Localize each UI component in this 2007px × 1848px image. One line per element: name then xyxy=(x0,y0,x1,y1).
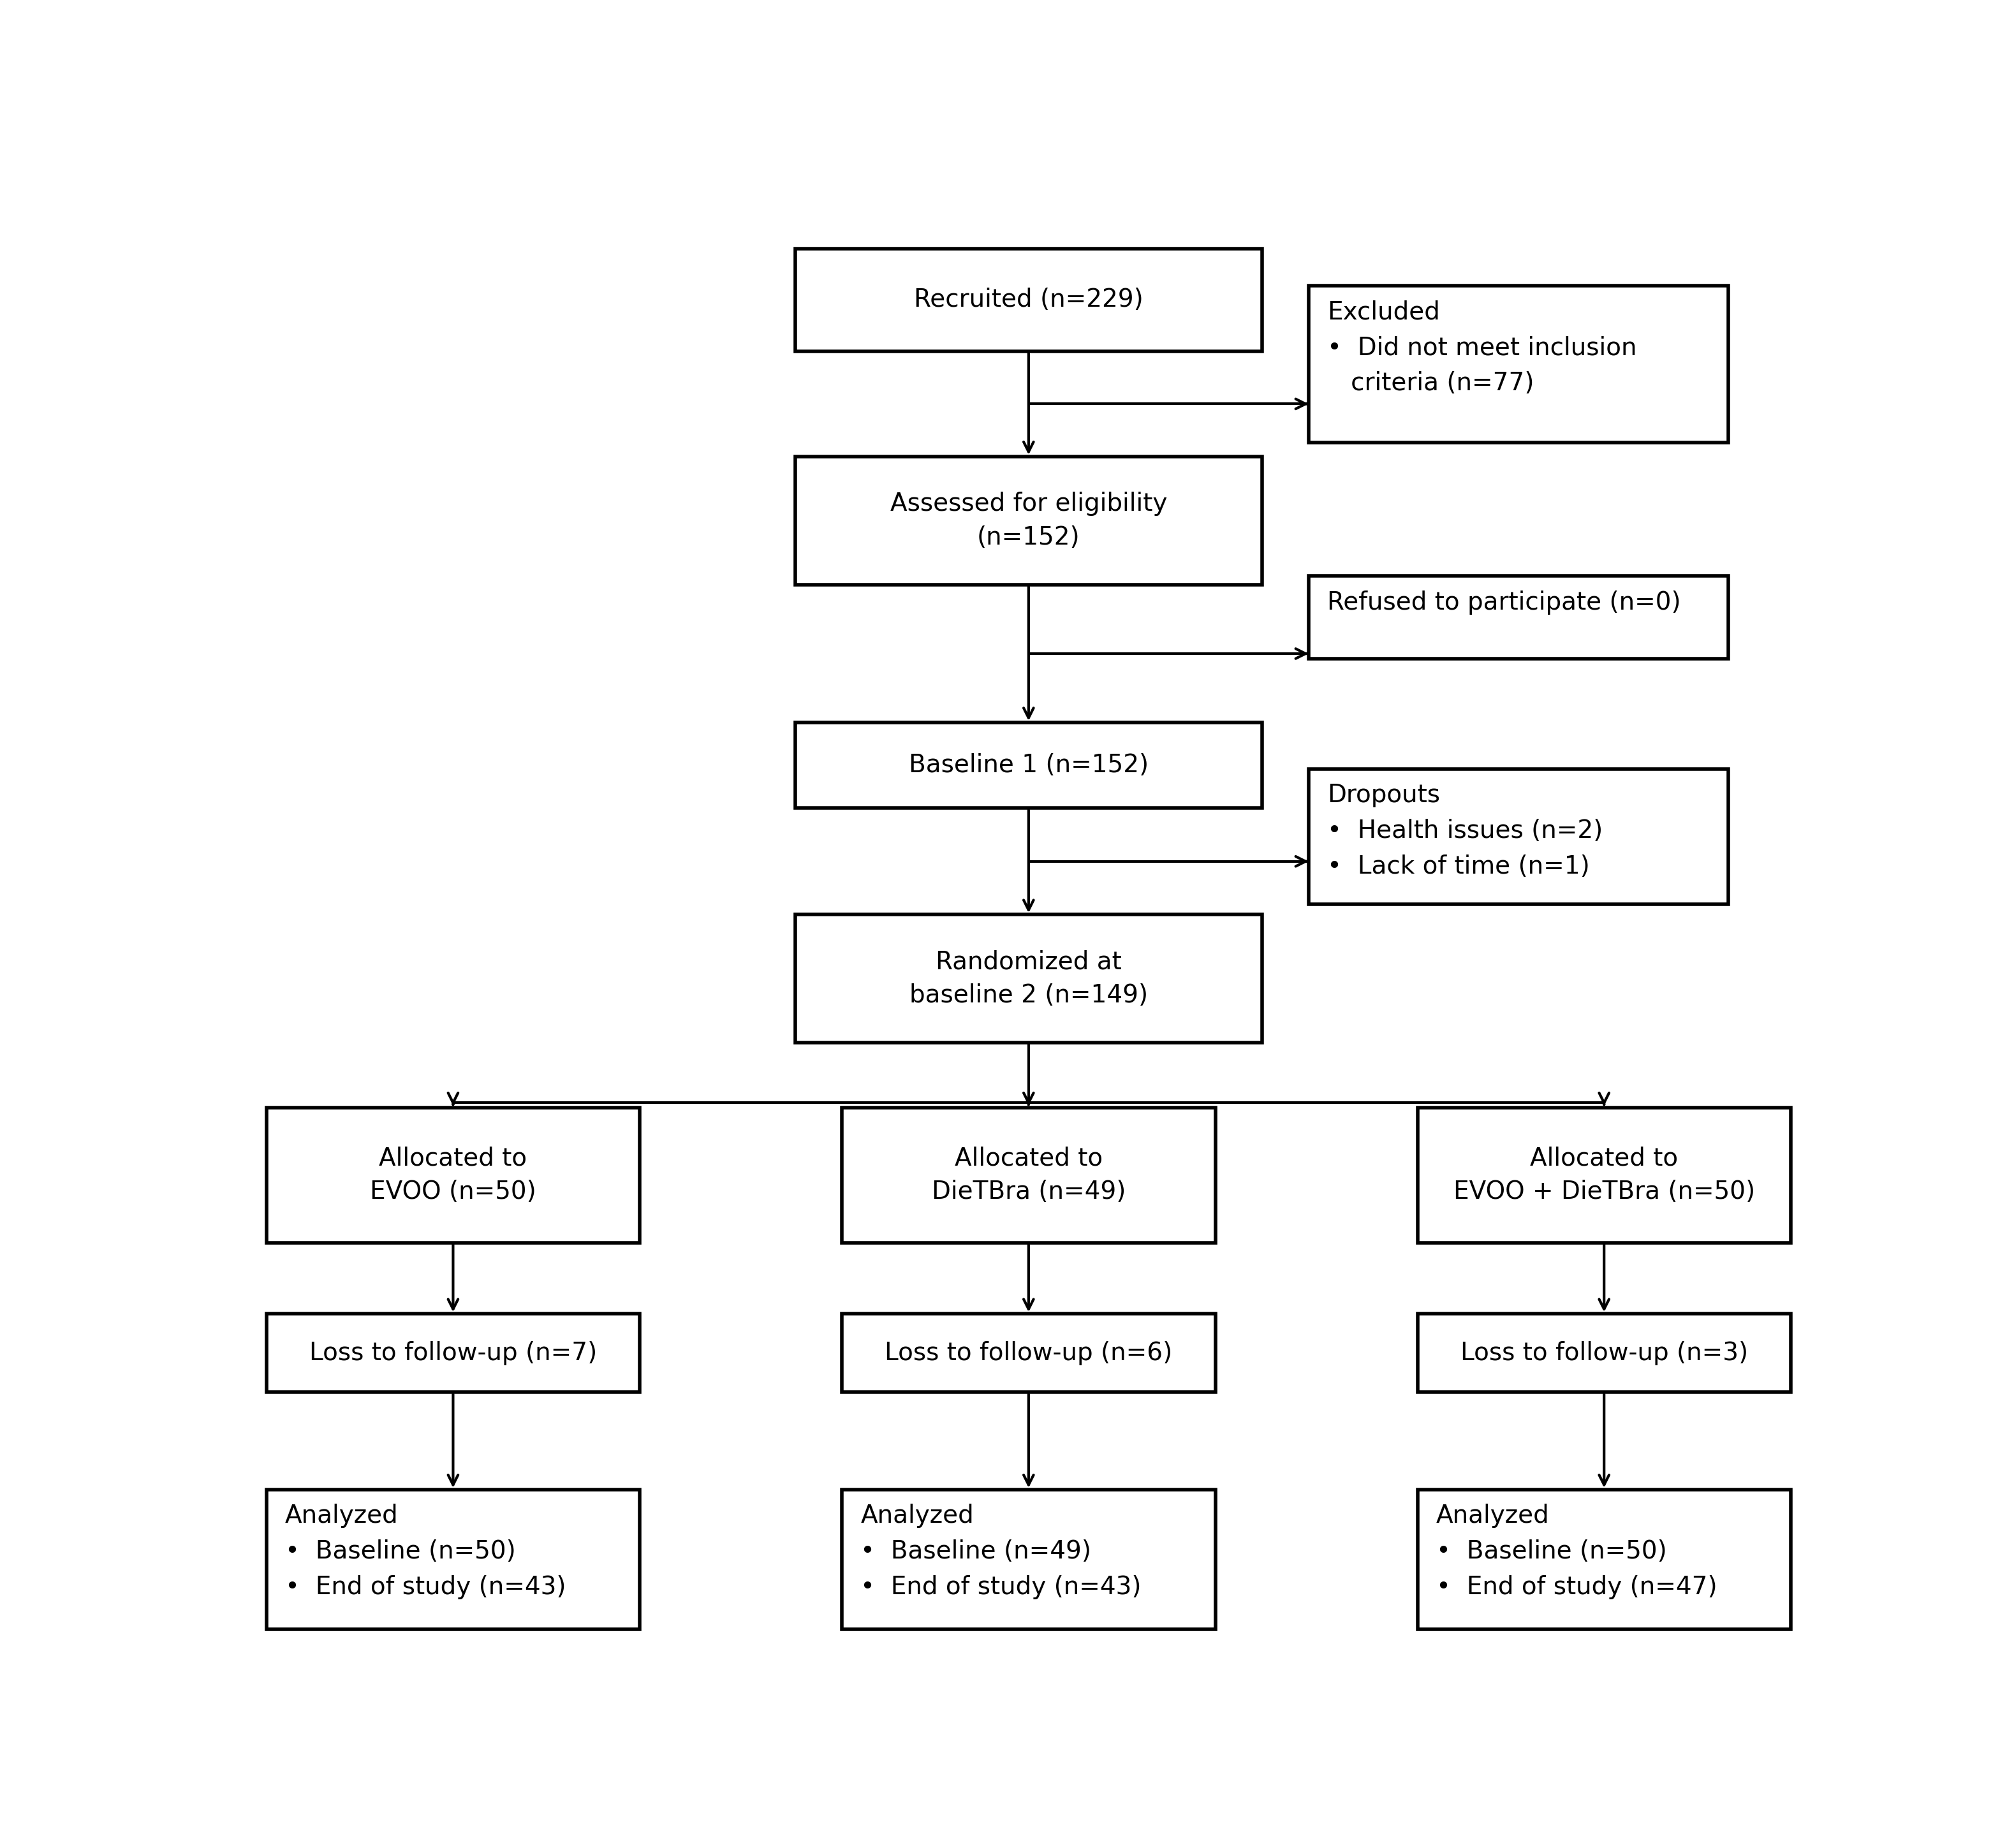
FancyBboxPatch shape xyxy=(267,1314,640,1392)
FancyBboxPatch shape xyxy=(1309,769,1728,904)
Text: Allocated to
EVOO + DieTBra (n=50): Allocated to EVOO + DieTBra (n=50) xyxy=(1453,1146,1754,1205)
FancyBboxPatch shape xyxy=(267,1489,640,1630)
FancyBboxPatch shape xyxy=(795,723,1262,808)
Text: Baseline 1 (n=152): Baseline 1 (n=152) xyxy=(909,754,1148,778)
FancyBboxPatch shape xyxy=(1417,1314,1790,1392)
Text: Loss to follow-up (n=3): Loss to follow-up (n=3) xyxy=(1461,1342,1748,1366)
FancyBboxPatch shape xyxy=(843,1314,1216,1392)
Text: Analyzed
•  Baseline (n=50)
•  End of study (n=47): Analyzed • Baseline (n=50) • End of stud… xyxy=(1437,1504,1718,1600)
Text: Allocated to
DieTBra (n=49): Allocated to DieTBra (n=49) xyxy=(931,1146,1126,1205)
FancyBboxPatch shape xyxy=(1309,577,1728,658)
Text: Dropouts
•  Health issues (n=2)
•  Lack of time (n=1): Dropouts • Health issues (n=2) • Lack of… xyxy=(1327,784,1604,880)
Text: Refused to participate (n=0): Refused to participate (n=0) xyxy=(1327,590,1682,615)
Text: Analyzed
•  Baseline (n=49)
•  End of study (n=43): Analyzed • Baseline (n=49) • End of stud… xyxy=(861,1504,1142,1600)
FancyBboxPatch shape xyxy=(843,1489,1216,1630)
Text: Loss to follow-up (n=7): Loss to follow-up (n=7) xyxy=(309,1342,596,1366)
FancyBboxPatch shape xyxy=(795,456,1262,584)
Text: Loss to follow-up (n=6): Loss to follow-up (n=6) xyxy=(885,1342,1172,1366)
FancyBboxPatch shape xyxy=(1417,1107,1790,1242)
Text: Excluded
•  Did not meet inclusion
   criteria (n=77): Excluded • Did not meet inclusion criter… xyxy=(1327,299,1638,395)
Text: Assessed for eligibility
(n=152): Assessed for eligibility (n=152) xyxy=(889,492,1168,549)
FancyBboxPatch shape xyxy=(1417,1489,1790,1630)
FancyBboxPatch shape xyxy=(795,249,1262,351)
Text: Recruited (n=229): Recruited (n=229) xyxy=(913,288,1144,312)
Text: Analyzed
•  Baseline (n=50)
•  End of study (n=43): Analyzed • Baseline (n=50) • End of stud… xyxy=(285,1504,566,1600)
Text: Allocated to
EVOO (n=50): Allocated to EVOO (n=50) xyxy=(369,1146,536,1205)
FancyBboxPatch shape xyxy=(795,915,1262,1042)
Text: Randomized at
baseline 2 (n=149): Randomized at baseline 2 (n=149) xyxy=(909,950,1148,1007)
FancyBboxPatch shape xyxy=(843,1107,1216,1242)
FancyBboxPatch shape xyxy=(267,1107,640,1242)
FancyBboxPatch shape xyxy=(1309,286,1728,442)
